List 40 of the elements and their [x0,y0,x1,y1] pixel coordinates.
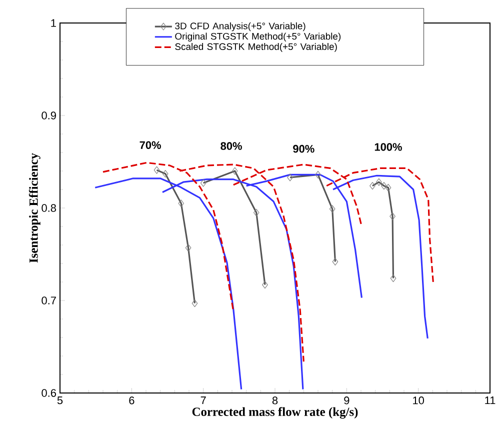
point [200,179,206,187]
point [329,205,336,213]
point [390,212,396,220]
point [390,274,396,282]
legend-label: 3D CFD Analysis(+5° Variable) [175,22,306,32]
y-axis-title: Isentropic Efficiency [28,153,40,263]
y-tick-label: 1 [51,19,56,27]
y-tick-label: 0.9 [42,112,56,120]
x-tick-label: 5 [57,396,63,404]
x-tick-label: 10 [413,396,424,404]
point [376,178,382,186]
y-tick-label: 0.6 [42,389,56,397]
x-tick-label: 8 [272,396,278,404]
annotation: 70% [140,141,161,149]
legend-label: Original STGSTK Method(+5° Variable) [175,32,341,42]
point [381,182,387,190]
point [370,182,376,190]
y-tick-label: 0.8 [42,204,56,212]
point [192,299,198,308]
point [315,170,321,178]
x-axis-title: Corrected mass flow rate (kg/s) [192,407,358,419]
point [178,200,184,208]
point [154,166,160,174]
point [232,167,238,175]
x-tick-label: 9 [344,396,350,404]
point [385,184,392,192]
point [332,258,338,266]
x-tick-label: 11 [485,396,496,404]
point [162,170,168,178]
point [287,174,293,182]
point [185,244,192,252]
annotation: 80% [220,142,242,150]
point [253,208,260,216]
x-tick-label: 6 [129,396,134,404]
point [262,280,268,289]
y-tick-label: 0.7 [42,296,56,304]
legend-label: Scaled STGSTK Method(+5° Variable) [175,43,337,52]
annotation: 90% [293,144,314,153]
annotation: 100% [374,143,402,151]
x-tick-label: 7 [200,396,206,404]
